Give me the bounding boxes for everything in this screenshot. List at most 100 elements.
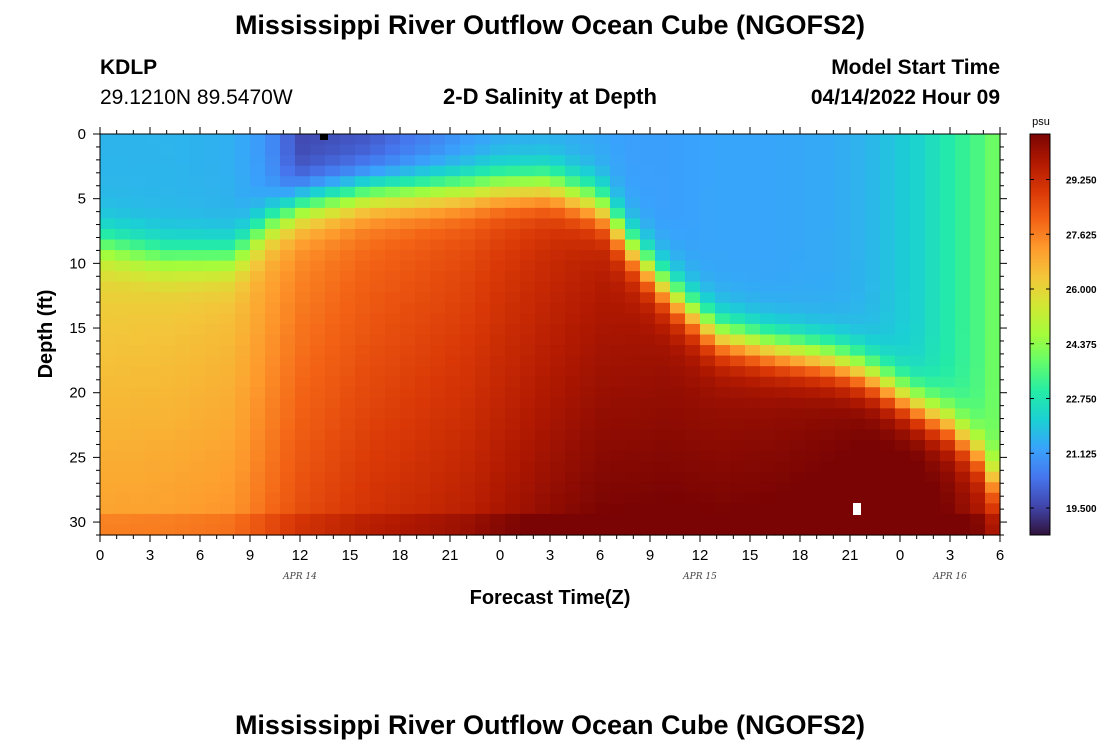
heatmap-cell [310, 313, 326, 325]
heatmap-cell [250, 165, 266, 177]
heatmap-cell [205, 134, 221, 146]
heatmap-cell [460, 440, 476, 452]
heatmap-cell [265, 302, 281, 314]
heatmap-cell [955, 155, 971, 167]
heatmap-cell [940, 513, 956, 526]
heatmap-cell [970, 503, 986, 515]
heatmap-cell [295, 292, 311, 304]
x-tick-label: 21 [842, 547, 859, 564]
heatmap-cell [370, 376, 386, 388]
date-label: APR 16 [932, 572, 967, 582]
heatmap-cell [835, 144, 851, 156]
heatmap-cell [985, 482, 1001, 494]
heatmap-cell [280, 271, 296, 283]
heatmap-cell [805, 461, 821, 473]
heatmap-cell [610, 355, 626, 367]
heatmap-cell [490, 186, 506, 198]
heatmap-cell [220, 524, 236, 536]
heatmap-cell [505, 492, 521, 504]
heatmap-cell [910, 376, 926, 388]
heatmap-cell [880, 334, 896, 346]
heatmap-cell [850, 134, 866, 146]
heatmap-cell [565, 418, 581, 431]
heatmap-cell [970, 207, 986, 220]
heatmap-cell [190, 387, 206, 399]
heatmap-cell [340, 461, 356, 473]
heatmap-cell [250, 418, 266, 431]
heatmap-cell [955, 228, 971, 241]
heatmap-cell [595, 250, 611, 262]
heatmap-cell [775, 408, 791, 420]
heatmap-cell [235, 450, 251, 462]
heatmap-cell [805, 197, 821, 209]
heatmap-cell [640, 345, 656, 357]
heatmap-cell [280, 513, 296, 526]
heatmap-cell [160, 271, 176, 283]
heatmap-cell [490, 165, 506, 177]
heatmap-cell [430, 323, 446, 336]
heatmap-cell [790, 176, 806, 188]
heatmap-cell [700, 334, 716, 346]
heatmap-cell [280, 524, 296, 536]
heatmap-cell [610, 134, 626, 146]
heatmap-cell [820, 408, 836, 420]
heatmap-cell [160, 323, 176, 336]
heatmap-cell [565, 450, 581, 462]
heatmap-cell [370, 429, 386, 441]
heatmap-cell [400, 302, 416, 314]
heatmap-cell [535, 355, 551, 367]
colorbar-tick-label: 19.500 [1066, 504, 1097, 515]
heatmap-cell [370, 323, 386, 336]
heatmap-cell [175, 228, 191, 241]
heatmap-cell [370, 366, 386, 378]
heatmap-cell [310, 165, 326, 177]
heatmap-cell [145, 450, 161, 462]
heatmap-cell [640, 292, 656, 304]
heatmap-cell [715, 165, 731, 177]
heatmap-cell [790, 471, 806, 483]
heatmap-cell [265, 345, 281, 357]
heatmap-cell [235, 260, 251, 272]
heatmap-cell [295, 271, 311, 283]
heatmap-cell [775, 144, 791, 156]
heatmap-cell [190, 334, 206, 346]
heatmap-cell [700, 376, 716, 388]
heatmap-cell [670, 302, 686, 314]
heatmap-cell [850, 176, 866, 188]
heatmap-cell [760, 218, 776, 230]
heatmap-cell [130, 165, 146, 177]
heatmap-cell [610, 376, 626, 388]
heatmap-cell [940, 461, 956, 473]
heatmap-cell [295, 260, 311, 272]
heatmap-cell [295, 440, 311, 452]
heatmap-cell [460, 292, 476, 304]
heatmap-cell [475, 524, 491, 536]
heatmap-cell [940, 334, 956, 346]
heatmap-cell [640, 218, 656, 230]
heatmap-cell [505, 271, 521, 283]
heatmap-cell [415, 323, 431, 336]
heatmap-cell [175, 271, 191, 283]
heatmap-cell [325, 440, 341, 452]
heatmap-cell [490, 355, 506, 367]
heatmap-cell [610, 292, 626, 304]
heatmap-cell [235, 271, 251, 283]
heatmap-cell [940, 376, 956, 388]
heatmap-cell [520, 134, 536, 146]
heatmap-cell [340, 397, 356, 409]
heatmap-cell [970, 524, 986, 536]
heatmap-cell [850, 250, 866, 262]
heatmap-cell [445, 292, 461, 304]
heatmap-cell [445, 334, 461, 346]
heatmap-cell [805, 239, 821, 251]
heatmap-cell [385, 440, 401, 452]
heatmap-cell [340, 429, 356, 441]
heatmap-cell [445, 408, 461, 420]
heatmap-cell [160, 144, 176, 156]
heatmap-cell [760, 292, 776, 304]
heatmap-cell [340, 513, 356, 526]
heatmap-cell [700, 239, 716, 251]
heatmap-cell [190, 176, 206, 188]
heatmap-cell [610, 239, 626, 251]
heatmap-cell [700, 228, 716, 241]
